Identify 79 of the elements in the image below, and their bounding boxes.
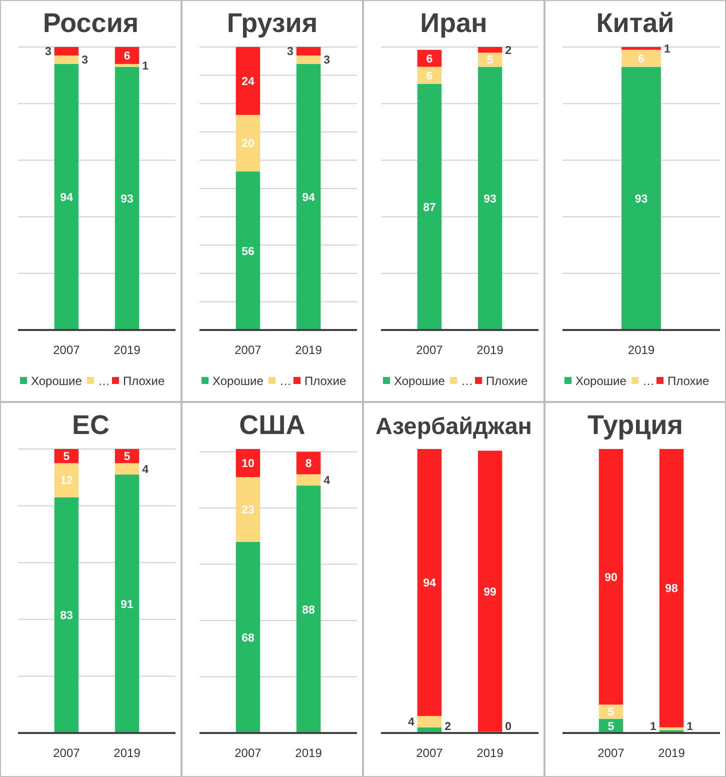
legend-label: … bbox=[461, 374, 473, 388]
legend-label: Хорошие bbox=[31, 374, 82, 388]
x-tick-label: 2007 bbox=[416, 746, 444, 760]
x-tick-label: 2007 bbox=[416, 343, 444, 357]
data-label: 6 bbox=[638, 53, 644, 66]
x-tick-label: 2019 bbox=[628, 343, 655, 357]
data-label: 6 bbox=[124, 50, 130, 62]
data-label: 3 bbox=[287, 46, 294, 58]
data-label: 2 bbox=[444, 721, 451, 733]
data-label: 83 bbox=[60, 610, 73, 622]
chart-title: Азербайджан bbox=[376, 413, 532, 439]
legend-label: Плохие bbox=[304, 374, 347, 388]
legend-label: Плохие bbox=[123, 374, 166, 388]
data-label: 93 bbox=[120, 193, 134, 206]
data-label: 5 bbox=[608, 706, 615, 719]
x-tick-label: 2019 bbox=[476, 746, 504, 760]
data-label: 1 bbox=[142, 60, 150, 72]
data-label: 56 bbox=[242, 246, 254, 258]
chart-title: США bbox=[239, 410, 306, 440]
data-label: 4 bbox=[324, 474, 331, 487]
data-label: 98 bbox=[665, 583, 679, 596]
data-label: 88 bbox=[302, 604, 316, 616]
x-tick-label: 2019 bbox=[476, 343, 504, 357]
legend-label: Хорошие bbox=[212, 374, 264, 388]
data-label: 24 bbox=[242, 76, 255, 88]
data-label: 12 bbox=[60, 475, 73, 488]
legend-label: Хорошие bbox=[576, 374, 627, 388]
data-label: 94 bbox=[423, 577, 436, 590]
chart-title: Грузия bbox=[226, 8, 318, 38]
data-label: 87 bbox=[423, 202, 436, 214]
chart-title: Китай bbox=[596, 8, 674, 38]
x-tick-label: 2019 bbox=[295, 746, 322, 760]
data-label: 3 bbox=[324, 54, 330, 67]
data-label: 68 bbox=[242, 632, 255, 644]
x-tick-label: 2007 bbox=[53, 746, 80, 760]
legend-label: Плохие bbox=[486, 374, 528, 388]
chart-title: Иран bbox=[420, 8, 488, 38]
legend-label: … bbox=[642, 374, 654, 388]
legend-label: … bbox=[98, 374, 110, 388]
data-label: 5 bbox=[608, 720, 615, 733]
data-label: 1 bbox=[664, 43, 671, 56]
legend-label: … bbox=[280, 374, 292, 388]
x-tick-label: 2019 bbox=[658, 746, 686, 760]
x-tick-label: 2007 bbox=[598, 746, 625, 760]
data-label: 4 bbox=[142, 464, 150, 476]
data-label: 4 bbox=[408, 716, 415, 729]
data-label: 5 bbox=[63, 451, 70, 464]
data-label: 91 bbox=[120, 598, 134, 611]
data-label: 8 bbox=[305, 458, 312, 470]
data-label: 1 bbox=[686, 721, 694, 733]
data-label: 3 bbox=[82, 54, 88, 67]
x-tick-label: 2019 bbox=[114, 746, 141, 760]
data-label: 3 bbox=[44, 46, 52, 58]
chart-title: ЕС bbox=[72, 410, 110, 440]
x-tick-label: 2007 bbox=[53, 343, 80, 357]
chart-title: Турция bbox=[587, 410, 684, 440]
legend-label: Плохие bbox=[668, 374, 710, 388]
data-label: 93 bbox=[634, 193, 648, 206]
data-label: 2 bbox=[505, 44, 512, 57]
data-label: 90 bbox=[604, 572, 618, 584]
data-label: 5 bbox=[486, 54, 494, 67]
x-tick-label: 2019 bbox=[114, 343, 141, 357]
legend-label: Хорошие bbox=[394, 374, 446, 388]
x-tick-label: 2007 bbox=[234, 343, 262, 357]
x-tick-label: 2007 bbox=[234, 746, 262, 760]
data-label: 5 bbox=[124, 451, 131, 464]
data-label: 94 bbox=[302, 192, 316, 204]
data-label: 99 bbox=[484, 586, 496, 598]
data-label: 1 bbox=[650, 721, 658, 733]
data-label: 0 bbox=[505, 721, 512, 733]
data-label: 93 bbox=[484, 193, 496, 206]
data-label: 23 bbox=[242, 504, 254, 516]
chart-title: Россия bbox=[42, 8, 139, 38]
data-label: 20 bbox=[242, 138, 254, 150]
data-label: 6 bbox=[426, 70, 433, 82]
data-label: 6 bbox=[426, 53, 433, 66]
data-label: 94 bbox=[60, 192, 74, 204]
data-label: 10 bbox=[242, 458, 254, 470]
x-tick-label: 2019 bbox=[295, 343, 322, 357]
